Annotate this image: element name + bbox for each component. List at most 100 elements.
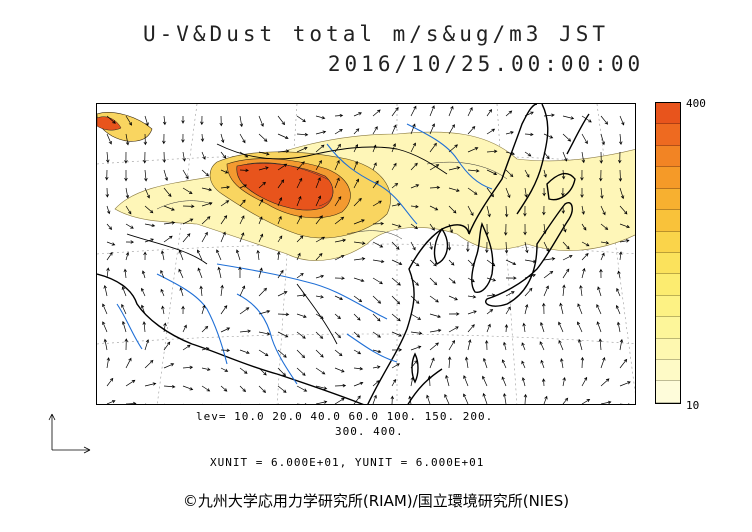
wind-arrow (467, 259, 475, 267)
wind-arrow (258, 166, 269, 171)
wind-arrow (315, 313, 324, 319)
wind-arrow (163, 205, 175, 211)
wind-arrow (486, 259, 496, 267)
wind-arrow (142, 151, 147, 164)
wind-arrow (505, 110, 513, 117)
wind-arrow (581, 376, 588, 387)
wind-arrow (447, 241, 452, 251)
wind-arrow (429, 357, 435, 369)
wind-arrow (579, 284, 583, 297)
wind-arrow (334, 349, 343, 357)
wind-arrow (182, 169, 189, 180)
wind-arrow (524, 111, 534, 117)
wind-arrow (505, 169, 514, 178)
wind-arrow (178, 249, 184, 261)
wind-arrow (598, 338, 603, 351)
wind-arrow (160, 288, 165, 297)
wind-arrow (372, 313, 381, 322)
wind-arrow (619, 239, 630, 243)
wind-arrow (182, 151, 186, 162)
wind-arrow (543, 113, 555, 117)
wind-arrow (447, 356, 452, 369)
wind-arrow (239, 199, 246, 207)
wind-arrow (258, 331, 271, 336)
wind-arrow (620, 403, 630, 404)
wind-arrow (220, 185, 231, 189)
wind-arrow (239, 232, 245, 243)
wind-arrow (524, 187, 528, 198)
wind-arrow (410, 184, 420, 189)
wind-arrow (562, 133, 572, 142)
wind-arrow (315, 400, 328, 404)
wind-arrow (315, 130, 327, 135)
colorbar-step (656, 210, 680, 232)
wind-arrow (144, 223, 156, 228)
wind-arrow (334, 295, 344, 301)
wind-arrow (391, 363, 400, 369)
wind-arrow (391, 348, 403, 352)
wind-arrow (562, 241, 570, 250)
wind-arrow (486, 309, 494, 315)
wind-arrow (103, 338, 108, 351)
wind-arrow (258, 367, 267, 376)
wind-arrow (353, 381, 364, 387)
wind-arrow (163, 363, 175, 369)
wind-arrow (201, 201, 213, 207)
wind-arrow (372, 259, 385, 264)
wind-arrow (277, 331, 289, 338)
wind-arrow (220, 367, 229, 372)
wind-arrow (296, 146, 308, 153)
wind-arrow (600, 400, 612, 404)
wind-arrow (220, 169, 229, 174)
wind-arrow (334, 367, 345, 373)
wind-arrow (410, 295, 420, 304)
wind-arrow (105, 187, 110, 198)
wind-arrow (502, 341, 507, 351)
wind-arrow (162, 115, 167, 126)
wind-arrow (201, 231, 208, 243)
wind-arrow (277, 115, 286, 126)
wind-arrow (426, 394, 431, 404)
wind-arrow (448, 259, 455, 266)
wind-arrow (410, 359, 418, 369)
wind-arrow (372, 221, 385, 226)
wind-arrow (372, 162, 377, 171)
wind-arrow (334, 143, 341, 153)
wind-arrow (561, 187, 565, 197)
wind-arrow (448, 326, 459, 333)
wind-arrow (391, 241, 400, 250)
wind-arrow (467, 295, 477, 299)
wind-arrow (615, 304, 621, 315)
colorbar-step (656, 103, 680, 125)
wind-arrow (334, 159, 340, 171)
wind-arrow (581, 252, 589, 261)
wind-arrow (160, 250, 165, 261)
wind-arrow (390, 395, 395, 404)
wind-arrow (106, 400, 116, 404)
wind-arrow (372, 241, 384, 248)
wind-arrow (482, 392, 488, 404)
wind-arrow (542, 205, 546, 216)
wind-arrow (524, 259, 537, 264)
wind-arrow (258, 287, 268, 297)
wind-arrow (448, 223, 453, 234)
wind-arrow (543, 169, 547, 178)
wind-arrow (448, 339, 455, 351)
wind-arrow (239, 115, 244, 128)
wind-arrow (410, 259, 420, 267)
colorbar-step (656, 231, 680, 253)
coastlines (97, 104, 590, 404)
wind-arrow (540, 359, 545, 369)
wind-arrow (391, 143, 396, 153)
wind-arrow (600, 357, 606, 369)
wind-arrow (577, 303, 583, 315)
wind-arrow (121, 303, 127, 315)
wind-arrow (196, 249, 203, 261)
wind-arrow (391, 295, 401, 305)
wind-arrow (277, 367, 287, 377)
wind-arrow (616, 287, 621, 297)
wind-arrow (486, 169, 498, 175)
wind-arrow (123, 268, 127, 279)
wind-arrow (259, 403, 260, 404)
wind-arrow (372, 144, 377, 153)
